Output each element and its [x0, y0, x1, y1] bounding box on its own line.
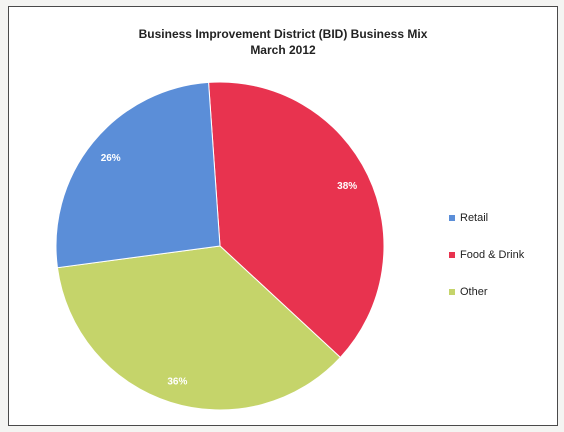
chart-title-block: Business Improvement District (BID) Busi… — [9, 26, 557, 58]
legend-swatch-retail — [449, 215, 455, 221]
legend-item-other: Other — [449, 285, 524, 299]
pie-slices — [55, 81, 385, 411]
legend-swatch-other — [449, 289, 455, 295]
legend-label-other: Other — [460, 286, 488, 298]
pie-label-other: 36% — [167, 376, 187, 387]
chart-frame: Business Improvement District (BID) Busi… — [8, 6, 558, 426]
legend: Retail Food & Drink Other — [449, 211, 524, 322]
pie-labels: 38% 36% 26% — [101, 153, 358, 388]
legend-label-food-drink: Food & Drink — [460, 249, 525, 261]
legend-item-food-drink: Food & Drink — [449, 248, 524, 262]
chart-subtitle: March 2012 — [250, 43, 316, 57]
pie-slice-food-drink — [208, 81, 385, 359]
legend-item-retail: Retail — [449, 211, 524, 225]
chart-title: Business Improvement District (BID) Busi… — [138, 27, 428, 41]
legend-swatch-food-drink — [449, 252, 455, 258]
pie-slice-other — [56, 245, 342, 411]
pie-label-retail: 26% — [101, 153, 121, 164]
pie-label-food-drink: 38% — [337, 181, 357, 192]
pie-slice-retail — [55, 81, 221, 269]
legend-label-retail: Retail — [460, 212, 489, 224]
pie-chart: 38% 36% 26% — [55, 81, 385, 411]
